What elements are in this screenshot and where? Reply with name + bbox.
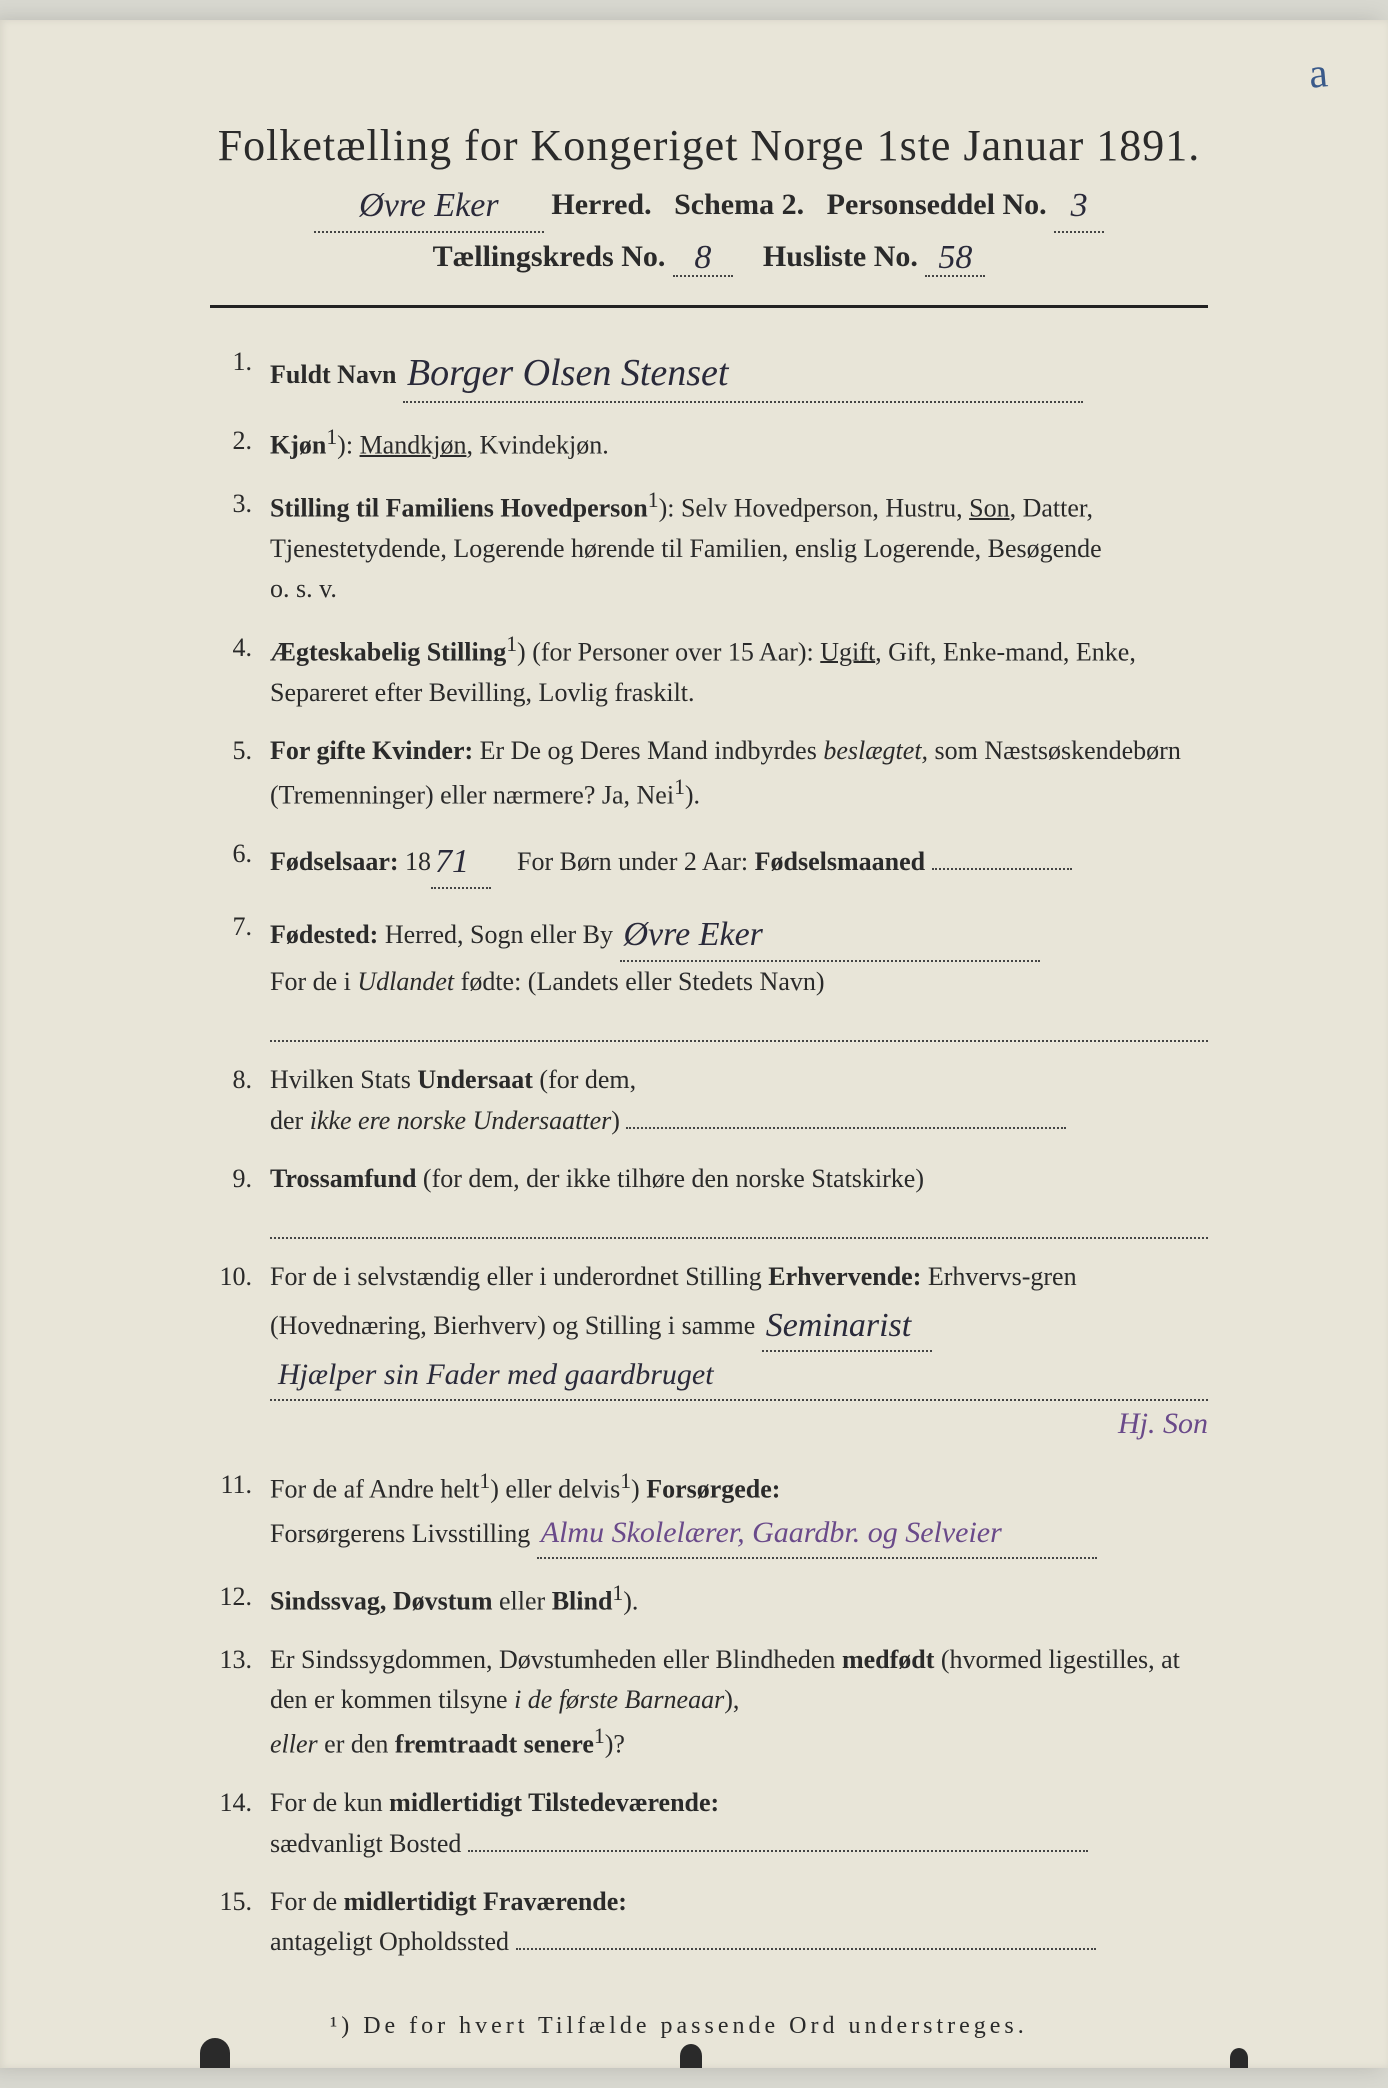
item-12: 12. Sindssvag, Døvstum eller Blind1). — [210, 1577, 1208, 1622]
item-number: 7. — [210, 907, 270, 1042]
subtitle-line-1: Øvre Eker Herred. Schema 2. Personseddel… — [210, 177, 1208, 233]
item-6: 6. Fødselsaar: 1871 For Børn under 2 Aar… — [210, 834, 1208, 889]
kjon-mandkjon: Mandkjøn — [360, 431, 467, 460]
item-number: 3. — [210, 484, 270, 610]
item-number: 11. — [210, 1465, 270, 1558]
fodselsaar-label: Fødselsaar: — [270, 847, 399, 876]
fodselsaar-value: 71 — [435, 843, 469, 880]
item-number: 15. — [210, 1882, 270, 1963]
kreds-no: 8 — [694, 239, 711, 276]
item-7: 7. Fødested: Herred, Sogn eller By Øvre … — [210, 907, 1208, 1042]
item-8: 8. Hvilken Stats Undersaat (for dem, der… — [210, 1060, 1208, 1141]
item-10: 10. For de i selvstændig eller i underor… — [210, 1257, 1208, 1447]
item-number: 12. — [210, 1577, 270, 1622]
gifte-kvinder-label: For gifte Kvinder: — [270, 736, 473, 765]
schema-label: Schema 2. — [674, 188, 804, 221]
corner-annotation: a — [1307, 49, 1330, 98]
item-number: 5. — [210, 731, 270, 816]
personseddel-label: Personseddel No. — [827, 188, 1047, 221]
husliste-label: Husliste No. — [763, 240, 918, 273]
aegteskab-label: Ægteskabelig Stilling — [270, 637, 506, 666]
husliste-no: 58 — [938, 239, 972, 276]
item-4: 4. Ægteskabelig Stilling1) (for Personer… — [210, 628, 1208, 713]
erhverv-value-1: Seminarist — [766, 1307, 911, 1344]
item-13: 13. Er Sindssygdommen, Døvstumheden elle… — [210, 1640, 1208, 1766]
stilling-son: Son — [969, 494, 1009, 523]
aegteskab-ugift: Ugift — [820, 637, 875, 666]
trossamfund-label: Trossamfund — [270, 1164, 416, 1193]
item-number: 2. — [210, 421, 270, 466]
item-number: 14. — [210, 1783, 270, 1864]
item-1: 1. Fuldt Navn Borger Olsen Stenset — [210, 342, 1208, 403]
subtitle-line-2: Tællingskreds No. 8 Husliste No. 58 — [210, 237, 1208, 277]
fodested-value: Øvre Eker — [624, 916, 763, 953]
form-title: Folketælling for Kongeriget Norge 1ste J… — [210, 120, 1208, 171]
item-number: 9. — [210, 1159, 270, 1240]
footnote: ¹) De for hvert Tilfælde passende Ord un… — [210, 2013, 1208, 2040]
fuldt-navn-label: Fuldt Navn — [270, 360, 396, 389]
item-3: 3. Stilling til Familiens Hovedperson1):… — [210, 484, 1208, 610]
census-form-page: a Folketælling for Kongeriget Norge 1ste… — [0, 20, 1388, 2068]
item-number: 4. — [210, 628, 270, 713]
kjon-kvindekjon: Kvindekjøn. — [479, 431, 608, 460]
kreds-label: Tællingskreds No. — [433, 240, 666, 273]
herred-value: Øvre Eker — [359, 187, 498, 224]
erhverv-value-2: Hjælper sin Fader med gaardbruget — [270, 1352, 1208, 1401]
fuldt-navn-value: Borger Olsen Stenset — [407, 352, 729, 394]
item-14: 14. For de kun midlertidigt Tilstedevære… — [210, 1783, 1208, 1864]
item-9: 9. Trossamfund (for dem, der ikke tilhør… — [210, 1159, 1208, 1240]
item-number: 6. — [210, 834, 270, 889]
kjon-label: Kjøn — [270, 431, 326, 460]
stilling-label: Stilling til Familiens Hovedperson — [270, 494, 648, 523]
item-number: 13. — [210, 1640, 270, 1766]
item-2: 2. Kjøn1): Mandkjøn, Kvindekjøn. — [210, 421, 1208, 466]
item-11: 11. For de af Andre helt1) eller delvis1… — [210, 1465, 1208, 1558]
page-tear — [1230, 2048, 1248, 2068]
item-number: 1. — [210, 342, 270, 403]
forsorger-value: Almu Skolelærer, Gaardbr. og Selveier — [541, 1516, 1002, 1549]
page-tear — [200, 2038, 230, 2068]
item-5: 5. For gifte Kvinder: Er De og Deres Man… — [210, 731, 1208, 816]
personseddel-no: 3 — [1071, 187, 1088, 224]
herred-label: Herred. — [551, 188, 651, 221]
item-number: 10. — [210, 1257, 270, 1447]
erhverv-annotation: Hj. Son — [1118, 1407, 1208, 1440]
item-15: 15. For de midlertidigt Fraværende: anta… — [210, 1882, 1208, 1963]
divider — [210, 305, 1208, 308]
fodested-label: Fødested: — [270, 920, 378, 949]
item-number: 8. — [210, 1060, 270, 1141]
